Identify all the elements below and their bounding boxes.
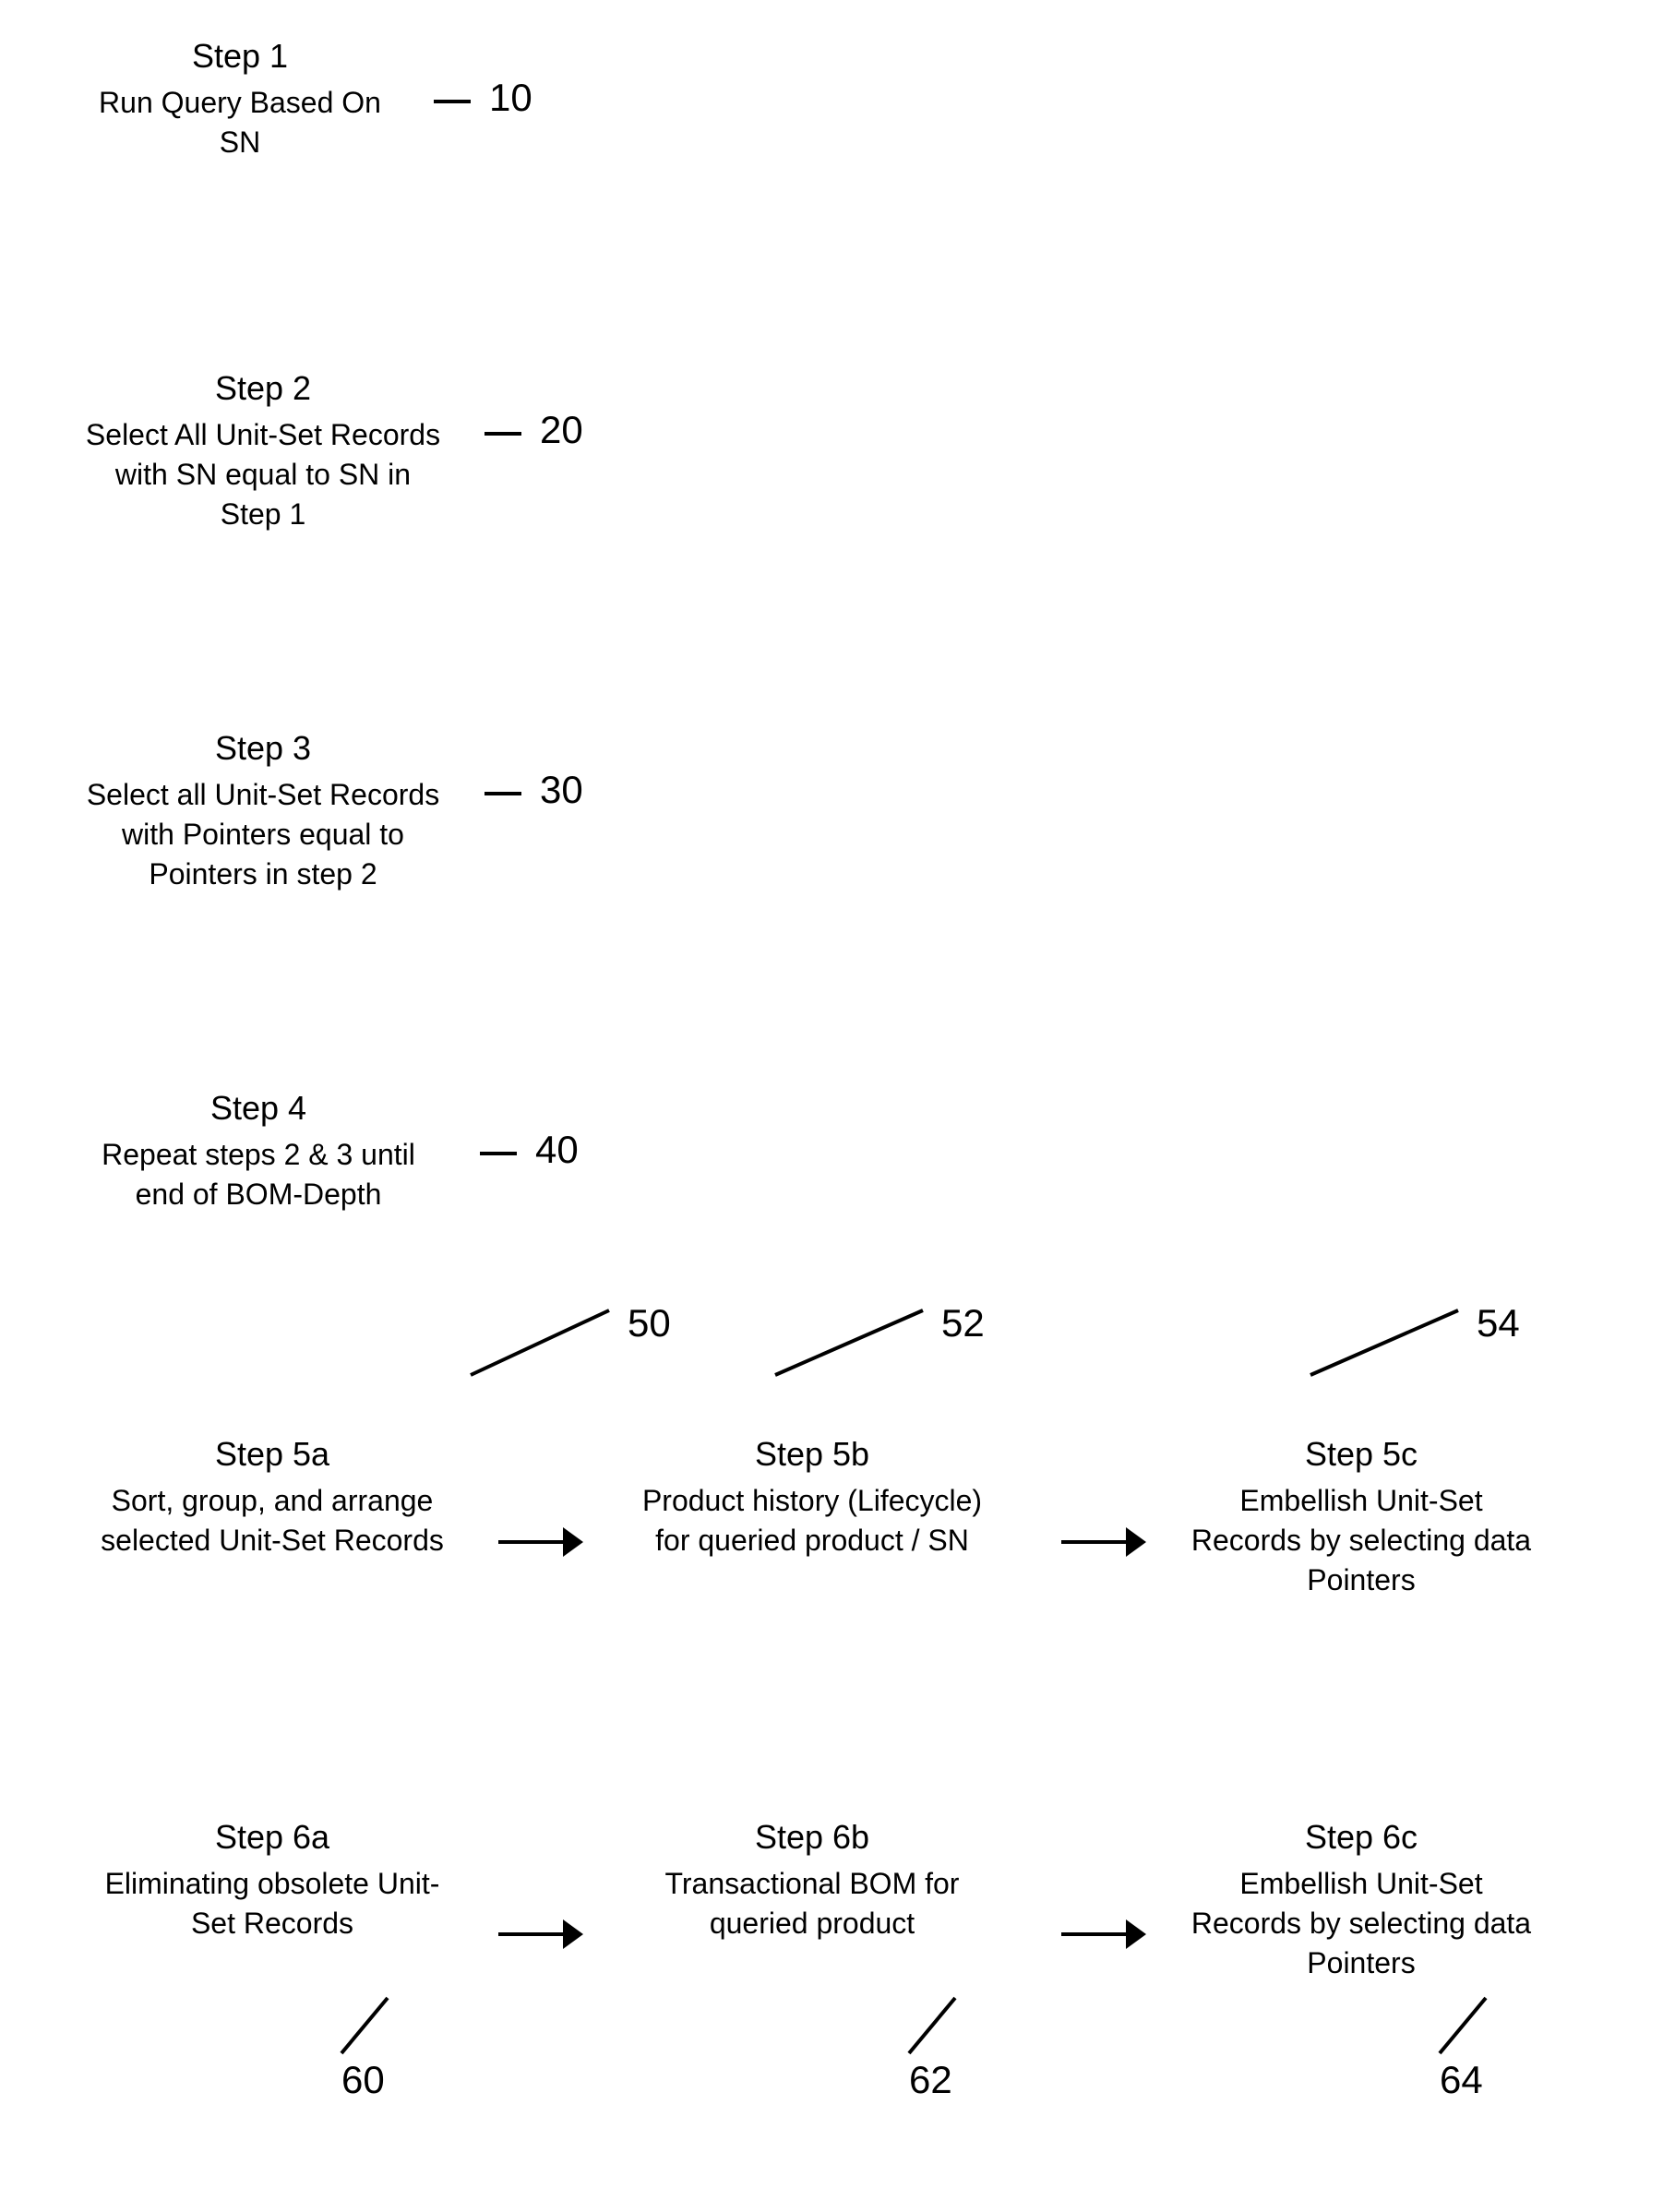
step5a-body: Sort, group, and arrangeselected Unit-Se… [55,1481,489,1560]
step5b-block: Step 5b Product history (Lifecycle)for q… [586,1435,1038,1560]
step5a-title: Step 5a [55,1435,489,1474]
step3-title: Step 3 [55,729,471,768]
step1-block: Step 1 Run Query Based OnSN [55,37,425,162]
step5b-ref-line [772,1308,926,1382]
step6b-block: Step 6b Transactional BOM forqueried pro… [586,1818,1038,1943]
step4-title: Step 4 [55,1089,461,1128]
step6c-block: Step 6c Embellish Unit-SetRecords by sel… [1135,1818,1587,1984]
step1-title: Step 1 [55,37,425,76]
step6a-ref-line [339,1995,390,2061]
step4-body: Repeat steps 2 & 3 untilend of BOM-Depth [55,1135,461,1214]
step5c-ref: 54 [1477,1301,1520,1345]
step3-block: Step 3 Select all Unit-Set Recordswith P… [55,729,471,895]
step5a-block: Step 5a Sort, group, and arrangeselected… [55,1435,489,1560]
step1-ref: 10 [489,76,532,120]
step6b-body: Transactional BOM forqueried product [586,1864,1038,1943]
step6c-ref-line [1437,1995,1489,2061]
step4-ref: 40 [535,1128,579,1172]
step5b-body: Product history (Lifecycle)for queried p… [586,1481,1038,1560]
step2-title: Step 2 [55,369,471,408]
step6a-title: Step 6a [55,1818,489,1857]
step6a-block: Step 6a Eliminating obsolete Unit-Set Re… [55,1818,489,1943]
step4-block: Step 4 Repeat steps 2 & 3 untilend of BO… [55,1089,461,1214]
step5c-title: Step 5c [1135,1435,1587,1474]
step5b-ref: 52 [941,1301,985,1345]
step5c-body: Embellish Unit-SetRecords by selecting d… [1135,1481,1587,1601]
step5b-title: Step 5b [586,1435,1038,1474]
step3-body: Select all Unit-Set Recordswith Pointers… [55,775,471,895]
step4-dash [480,1152,517,1155]
step6b-ref: 62 [909,2058,952,2102]
step5a-ref-line [468,1308,612,1382]
arrow-6b-to-6c [1061,1919,1146,1949]
arrow-5a-to-5b [498,1527,583,1557]
step6b-title: Step 6b [586,1818,1038,1857]
step6c-body: Embellish Unit-SetRecords by selecting d… [1135,1864,1587,1984]
step6a-body: Eliminating obsolete Unit-Set Records [55,1864,489,1943]
arrow-6a-to-6b [498,1919,583,1949]
step3-dash [485,792,521,795]
step1-dash [434,100,471,103]
step2-dash [485,432,521,436]
step5c-ref-line [1308,1308,1461,1382]
step2-body: Select All Unit-Set Recordswith SN equal… [55,415,471,535]
step5c-block: Step 5c Embellish Unit-SetRecords by sel… [1135,1435,1587,1601]
arrow-5b-to-5c [1061,1527,1146,1557]
step2-block: Step 2 Select All Unit-Set Recordswith S… [55,369,471,535]
step6a-ref: 60 [341,2058,385,2102]
step5a-ref: 50 [628,1301,671,1345]
step6b-ref-line [906,1995,958,2061]
step6c-ref: 64 [1440,2058,1483,2102]
step6c-title: Step 6c [1135,1818,1587,1857]
step1-body: Run Query Based OnSN [55,83,425,162]
step3-ref: 30 [540,768,583,812]
step2-ref: 20 [540,408,583,452]
